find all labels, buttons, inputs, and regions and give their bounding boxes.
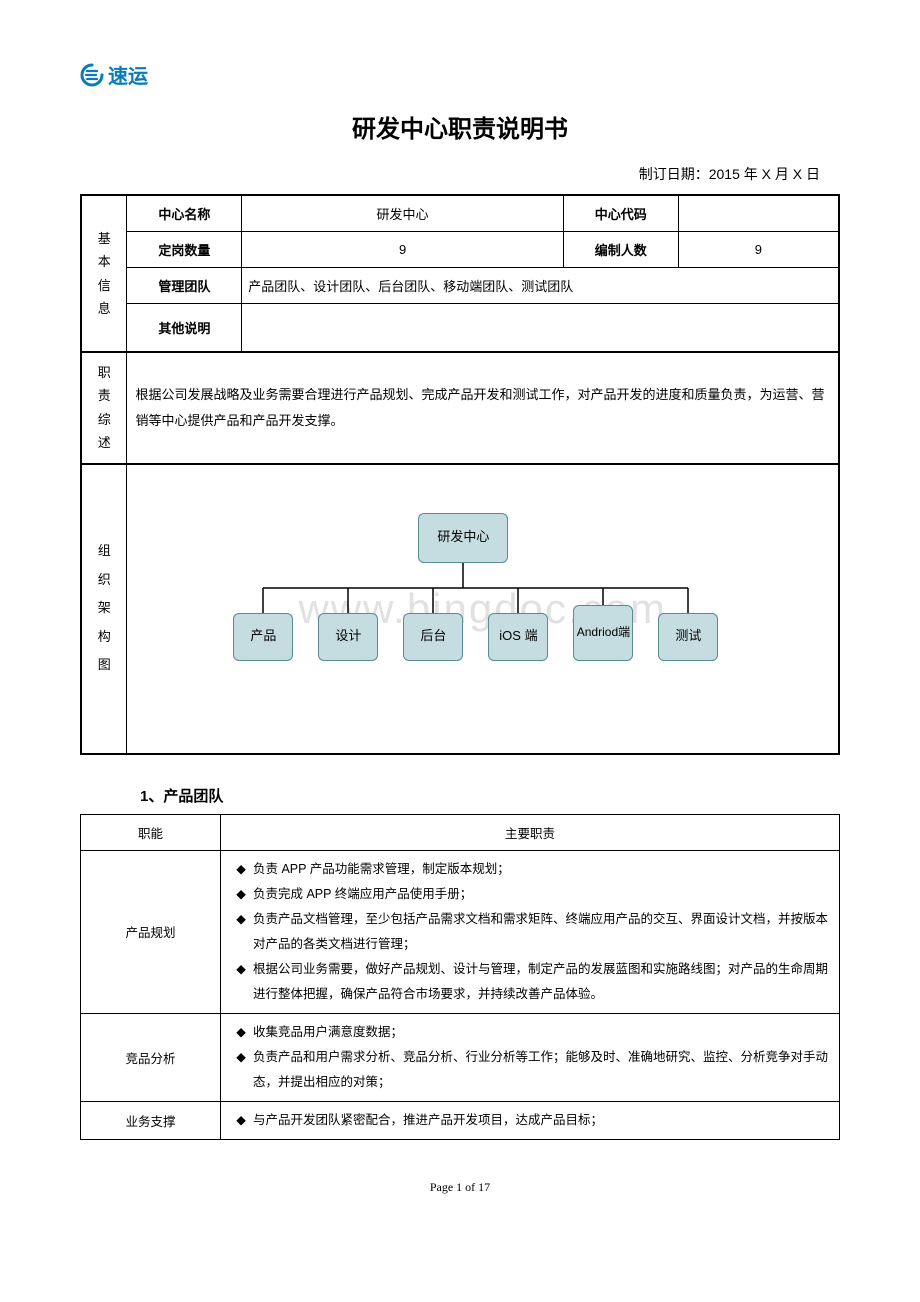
value-headcount: 9	[678, 232, 839, 268]
duty-function: 竞品分析	[81, 1013, 221, 1101]
bullet-text: 负责完成 APP 终端应用产品使用手册；	[253, 882, 831, 907]
bullet-text: 负责产品和用户需求分析、竞品分析、行业分析等工作；能够及时、准确地研究、监控、分…	[253, 1045, 831, 1095]
duty-bullets: ◆与产品开发团队紧密配合，推进产品开发项目，达成产品目标；	[221, 1101, 840, 1139]
logo: 速运	[80, 60, 840, 89]
duties-table: 职能 主要职责 产品规划◆负责 APP 产品功能需求管理，制定版本规划；◆负责完…	[80, 814, 840, 1140]
value-center-code	[678, 195, 839, 232]
org-node-child-5: 测试	[658, 613, 718, 661]
th-duty: 主要职责	[221, 814, 840, 850]
section1-heading: 1、产品团队	[140, 785, 840, 806]
label-center-code: 中心代码	[563, 195, 678, 232]
page-footer: Page 1 of 17	[80, 1180, 840, 1195]
bullet-icon: ◆	[229, 882, 253, 907]
org-node-child-3: iOS 端	[488, 613, 548, 661]
org-node-child-4: Andriod端	[573, 605, 633, 661]
org-node-child-2: 后台	[403, 613, 463, 661]
bullet-icon: ◆	[229, 957, 253, 982]
label-post-count: 定岗数量	[127, 232, 242, 268]
bullet-text: 与产品开发团队紧密配合，推进产品开发项目，达成产品目标；	[253, 1108, 831, 1133]
label-teams: 管理团队	[127, 268, 242, 304]
logo-icon	[80, 63, 104, 87]
label-center-name: 中心名称	[127, 195, 242, 232]
bullet-text: 负责 APP 产品功能需求管理，制定版本规划；	[253, 857, 831, 882]
value-other	[242, 304, 839, 353]
bullet-text: 负责产品文档管理，至少包括产品需求文档和需求矩阵、终端应用产品的交互、界面设计文…	[253, 907, 831, 957]
revision-date: 制订日期：2015 年 X 月 X 日	[80, 164, 840, 184]
org-node-child-0: 产品	[233, 613, 293, 661]
bullet-text: 收集竞品用户满意度数据；	[253, 1020, 831, 1045]
org-node-root: 研发中心	[418, 513, 508, 563]
logo-text: 速运	[108, 60, 148, 89]
summary-side-label: 职责综述	[81, 352, 127, 464]
value-teams: 产品团队、设计团队、后台团队、移动端团队、测试团队	[242, 268, 839, 304]
value-post-count: 9	[242, 232, 564, 268]
duty-function: 业务支撑	[81, 1101, 221, 1139]
page-title: 研发中心职责说明书	[80, 109, 840, 144]
bullet-text: 根据公司业务需要，做好产品规划、设计与管理，制定产品的发展蓝图和实施路线图；对产…	[253, 957, 831, 1007]
value-center-name: 研发中心	[242, 195, 564, 232]
org-node-child-1: 设计	[318, 613, 378, 661]
basic-side-label: 基本信息	[81, 195, 127, 352]
bullet-icon: ◆	[229, 907, 253, 932]
summary-text: 根据公司发展战略及业务需要合理进行产品规划、完成产品开发和测试工作，对产品开发的…	[127, 352, 839, 464]
bullet-icon: ◆	[229, 857, 253, 882]
org-chart: www.bingdoc.com 研发中心 产品 设计 后台 iOS 端 Andr…	[133, 473, 832, 745]
duty-bullets: ◆收集竞品用户满意度数据；◆负责产品和用户需求分析、竞品分析、行业分析等工作；能…	[221, 1013, 840, 1101]
label-headcount: 编制人数	[563, 232, 678, 268]
main-table: 基本信息 中心名称 研发中心 中心代码 定岗数量 9 编制人数 9 管理团队 产…	[80, 194, 840, 755]
duty-function: 产品规划	[81, 850, 221, 1013]
th-function: 职能	[81, 814, 221, 850]
bullet-icon: ◆	[229, 1045, 253, 1070]
duty-bullets: ◆负责 APP 产品功能需求管理，制定版本规划；◆负责完成 APP 终端应用产品…	[221, 850, 840, 1013]
org-side-label: 组织架构图	[81, 464, 127, 754]
bullet-icon: ◆	[229, 1108, 253, 1133]
bullet-icon: ◆	[229, 1020, 253, 1045]
label-other: 其他说明	[127, 304, 242, 353]
org-chart-cell: www.bingdoc.com 研发中心 产品 设计 后台 iOS 端 Andr…	[127, 464, 839, 754]
